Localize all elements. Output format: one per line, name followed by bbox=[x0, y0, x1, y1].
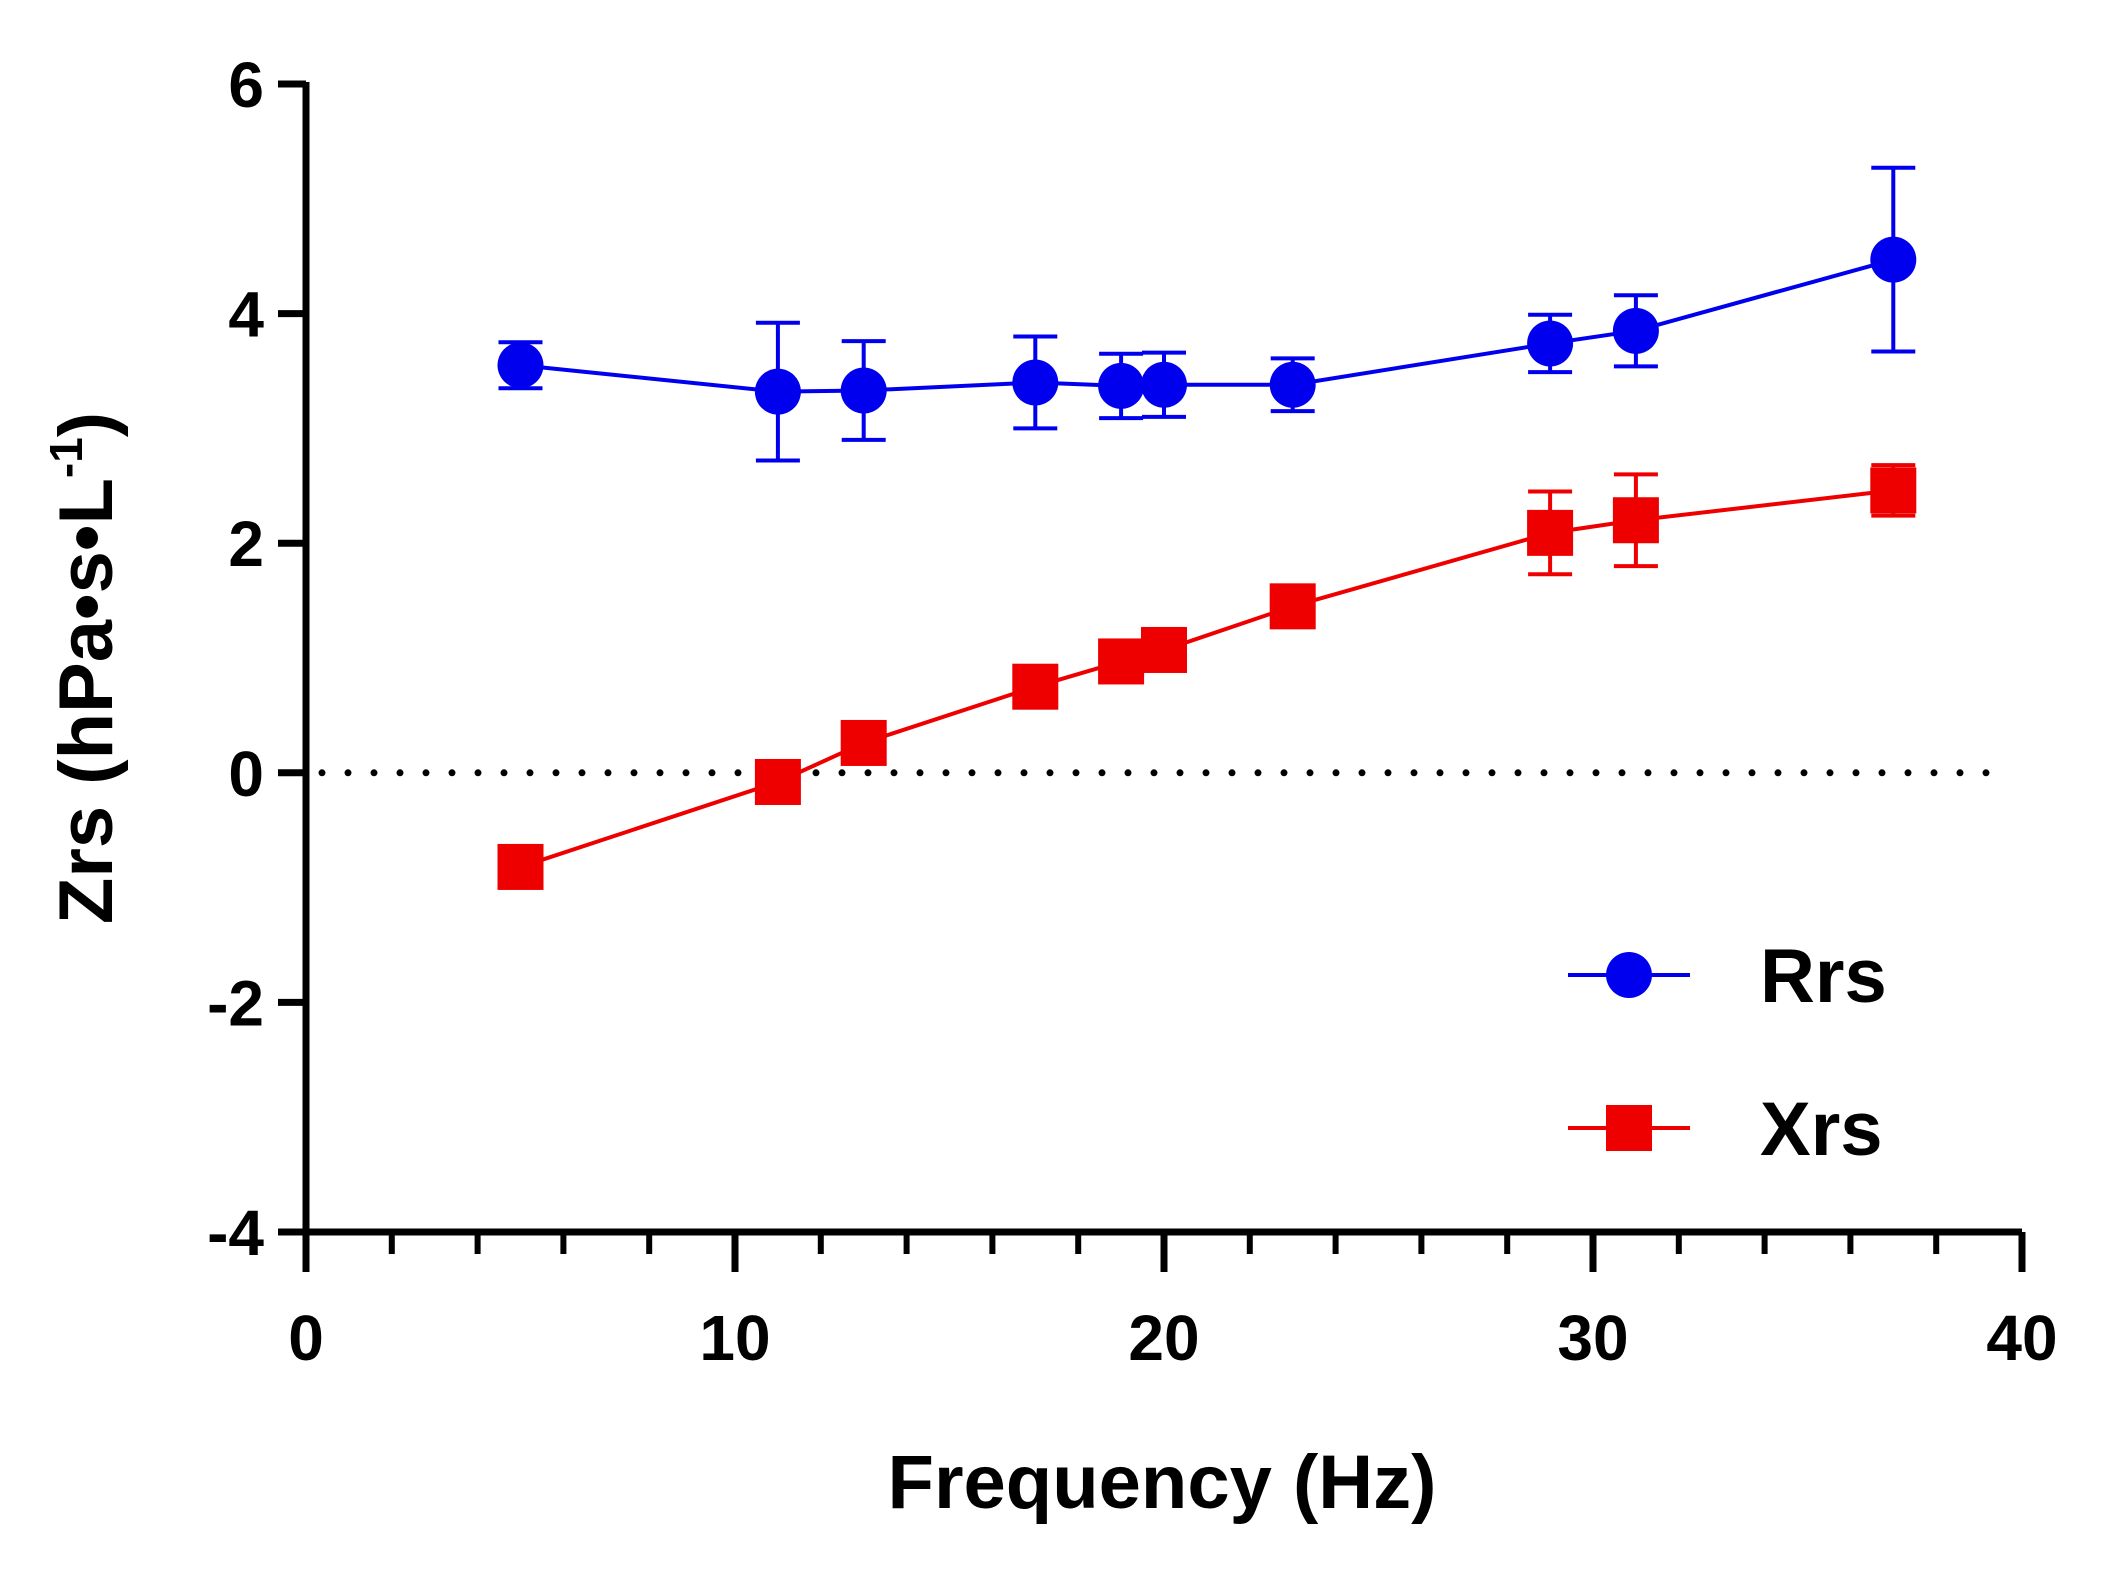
legend-marker-square-icon bbox=[1606, 1105, 1652, 1151]
legend-item-rrs: Rrs bbox=[1568, 934, 1887, 1019]
y-tick-label: 6 bbox=[228, 49, 264, 121]
legend-label: Xrs bbox=[1760, 1087, 1883, 1172]
xrs-point bbox=[1269, 583, 1316, 630]
xrs-point bbox=[840, 719, 887, 766]
rrs-point bbox=[840, 367, 887, 414]
x-tick-label: 20 bbox=[1128, 1302, 1199, 1374]
xrs-point bbox=[1527, 509, 1574, 556]
rrs-point bbox=[1612, 307, 1659, 354]
series-xrs bbox=[497, 463, 1917, 890]
xrs-point bbox=[1612, 497, 1659, 544]
xrs-point bbox=[1141, 626, 1187, 673]
series-rrs bbox=[497, 165, 1917, 463]
axes: -4 -2 0 2 4 6 0 10 20 30 40 bbox=[207, 49, 2058, 1374]
x-axis-title: Frequency (Hz) bbox=[888, 1440, 1437, 1525]
y-tick-label: -2 bbox=[207, 967, 264, 1039]
rrs-point bbox=[1269, 361, 1316, 408]
xrs-line bbox=[519, 488, 1894, 869]
y-axis-title: Zrs (hPa•s•L-1) bbox=[40, 412, 129, 924]
y-tick-label: 4 bbox=[228, 279, 264, 351]
xrs-point bbox=[1870, 467, 1917, 514]
x-tick-label: 40 bbox=[1986, 1302, 2057, 1374]
y-tick-label: 2 bbox=[228, 508, 264, 580]
legend: Rrs Xrs bbox=[1568, 934, 1887, 1172]
xrs-point bbox=[497, 843, 544, 890]
rrs-point bbox=[1141, 361, 1187, 408]
y-axis-title-close: ) bbox=[44, 412, 129, 437]
y-tick-label: 0 bbox=[228, 738, 264, 810]
rrs-point bbox=[1527, 320, 1574, 367]
xrs-point bbox=[1012, 663, 1059, 710]
y-tick-label: -4 bbox=[207, 1197, 264, 1269]
x-tick-label: 10 bbox=[699, 1302, 770, 1374]
rrs-point bbox=[1870, 236, 1917, 283]
rrs-line bbox=[520, 257, 1894, 394]
x-tick-label: 0 bbox=[288, 1302, 324, 1374]
legend-marker-circle-icon bbox=[1606, 952, 1652, 998]
rrs-point bbox=[497, 342, 544, 389]
rrs-point bbox=[754, 368, 801, 415]
rrs-point bbox=[1098, 362, 1145, 409]
rrs-point bbox=[1012, 359, 1059, 406]
series-layer bbox=[497, 165, 1917, 890]
legend-label: Rrs bbox=[1760, 934, 1887, 1019]
x-tick-label: 30 bbox=[1557, 1302, 1628, 1374]
xrs-point bbox=[754, 758, 801, 805]
xrs-point bbox=[1098, 638, 1145, 685]
legend-item-xrs: Xrs bbox=[1568, 1087, 1883, 1172]
y-axis-title-superscript: -1 bbox=[40, 437, 92, 478]
y-axis-title-main: Zrs (hPa•s•L bbox=[44, 478, 129, 924]
